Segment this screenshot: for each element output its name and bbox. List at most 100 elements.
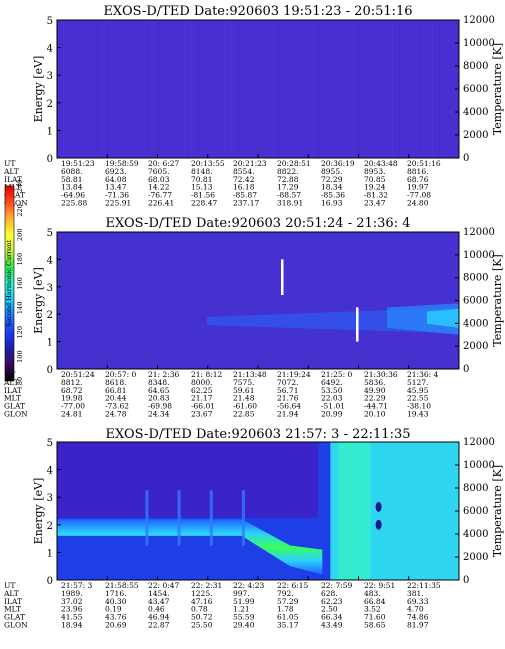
y2-axis-label: Temperature [K] — [491, 43, 504, 135]
table-cell: 21:57: 3 — [61, 581, 93, 590]
table-cell: 47.16 — [191, 597, 213, 606]
heatmap-column — [83, 20, 85, 158]
table-cell: 0.19 — [105, 605, 122, 614]
table-cell: 21:30:36 — [364, 370, 398, 379]
y-tick-label: 4 — [47, 255, 53, 266]
param-name-glat: GLAT — [4, 613, 25, 622]
param-name-ilat: ILAT — [4, 386, 22, 395]
panel-title: EXOS-D/TED Date:920603 19:51:23 - 20:51:… — [103, 4, 412, 19]
table-cell: 7575. — [233, 378, 254, 387]
heatmap-column — [150, 20, 152, 158]
table-cell: 22: 6:15 — [277, 581, 309, 590]
y2-tick-label: 8000 — [463, 61, 488, 72]
y-axis-label: Energy [eV] — [32, 267, 45, 334]
table-cell: 20:13:55 — [191, 159, 225, 168]
y-tick-label: 2 — [47, 521, 53, 532]
y-tick-label: 5 — [47, 16, 53, 27]
heatmap-column — [124, 20, 125, 158]
table-cell: 1.21 — [233, 605, 250, 614]
heatmap-column — [318, 20, 320, 158]
table-cell: 46.94 — [148, 613, 170, 622]
table-cell: 0.78 — [191, 605, 208, 614]
y2-axis-label: Temperature [K] — [491, 465, 504, 557]
table-cell: -81.32 — [364, 191, 388, 200]
table-cell: 381. — [407, 589, 424, 598]
table-cell: 226.41 — [148, 199, 174, 208]
table-cell: 43.49 — [321, 621, 343, 630]
table-cell: 59.61 — [233, 386, 254, 395]
table-cell: 792. — [277, 589, 294, 598]
table-cell: 13.47 — [105, 183, 127, 192]
table-cell: 20.69 — [105, 621, 127, 630]
y-tick-label: 1 — [47, 548, 53, 559]
heatmap-column — [304, 20, 306, 158]
heatmap-column — [63, 20, 65, 158]
table-cell: 22.85 — [233, 410, 255, 419]
table-cell: 58.65 — [364, 621, 386, 630]
table-cell: 23.47 — [364, 199, 386, 208]
spike-mark — [209, 490, 213, 546]
table-cell: 24.81 — [61, 410, 82, 419]
table-cell: 8955. — [321, 167, 342, 176]
table-cell: 8812. — [61, 378, 82, 387]
table-cell: 68.03 — [148, 175, 170, 184]
table-cell: 22: 2:31 — [191, 581, 222, 590]
y-tick-label: 3 — [47, 283, 53, 294]
colorbar-scale — [4, 185, 15, 382]
table-cell: 24.34 — [148, 410, 170, 419]
table-cell: -73.62 — [105, 402, 129, 411]
table-cell: -76.77 — [148, 191, 172, 200]
table-cell: 20:51:16 — [407, 159, 441, 168]
table-cell: 21:25: 0 — [321, 370, 353, 379]
y-tick-label: 2 — [47, 310, 53, 321]
table-cell: 45.95 — [407, 386, 429, 395]
table-cell: 62.25 — [191, 386, 213, 395]
table-cell: 69.33 — [407, 597, 429, 606]
y-tick-label: 4 — [47, 466, 53, 477]
table-cell: 20:21:23 — [233, 159, 267, 168]
colorbar-tick-label: 240 — [16, 180, 24, 192]
table-cell: 19:58:59 — [105, 159, 139, 168]
table-cell: 21:36: 4 — [407, 370, 439, 379]
table-cell: 21: 8:12 — [191, 370, 223, 379]
table-cell: 74.86 — [407, 613, 429, 622]
table-cell: 225.88 — [61, 199, 87, 208]
table-cell: 3.52 — [364, 605, 381, 614]
table-cell: 21.48 — [233, 394, 255, 403]
y-tick-label: 4 — [47, 44, 53, 55]
table-cell: 81.97 — [407, 621, 429, 630]
table-cell: 2.50 — [321, 605, 338, 614]
table-cell: 23.67 — [191, 410, 213, 419]
heatmap-column — [157, 20, 159, 158]
table-cell: 1225. — [191, 589, 212, 598]
heatmap-column — [170, 20, 172, 158]
y-tick-label: 1 — [47, 338, 53, 349]
y2-tick-label: 12000 — [463, 15, 495, 26]
table-cell: 15.13 — [191, 183, 213, 192]
table-cell: 6088. — [61, 167, 82, 176]
heatmap-column — [211, 20, 213, 158]
table-cell: 237.17 — [233, 199, 259, 208]
panel-1: EXOS-D/TED Date:920603 19:51:23 - 20:51:… — [3, 4, 504, 208]
y2-axis-label: Temperature [K] — [491, 254, 504, 346]
table-cell: -77.08 — [407, 191, 431, 200]
heatmap-background — [57, 232, 459, 369]
table-cell: 16.93 — [321, 199, 343, 208]
table-cell: 66.81 — [105, 386, 126, 395]
heatmap-column — [405, 20, 407, 158]
y2-tick-label: 10000 — [463, 250, 495, 261]
colorbar-tick-label: 220 — [16, 204, 24, 216]
table-cell: 24.78 — [105, 410, 127, 419]
table-cell: -71.36 — [105, 191, 129, 200]
y2-tick-label: 2000 — [463, 130, 488, 141]
table-cell: 50.72 — [191, 613, 213, 622]
table-cell: 23.96 — [61, 605, 83, 614]
table-cell: -69.98 — [148, 402, 172, 411]
spike-mark — [356, 307, 359, 342]
table-cell: 49.90 — [364, 386, 386, 395]
table-cell: 41.55 — [61, 613, 83, 622]
heatmap-column — [311, 20, 313, 158]
heatmap-column — [231, 20, 233, 158]
table-cell: 72.29 — [321, 175, 343, 184]
